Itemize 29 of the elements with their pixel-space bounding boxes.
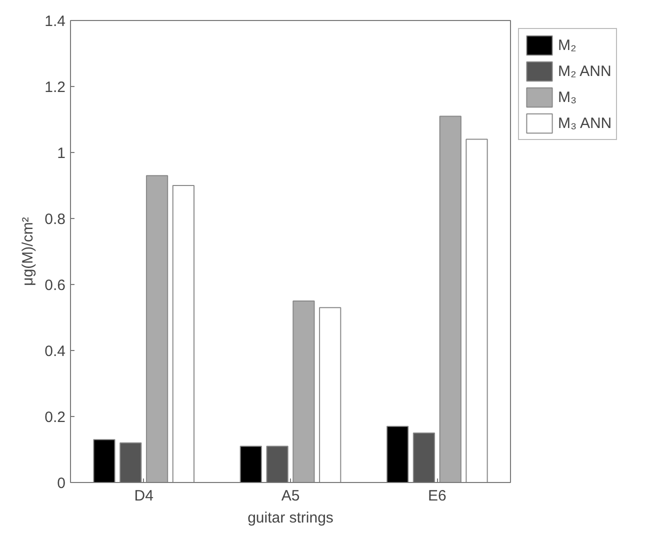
legend-label: M₃ bbox=[558, 88, 578, 106]
y-tick-label: 0.6 bbox=[44, 277, 66, 294]
x-axis-title: guitar strings bbox=[248, 510, 334, 526]
bar bbox=[172, 185, 194, 482]
bar bbox=[93, 439, 116, 482]
x-tick-label: E6 bbox=[428, 488, 446, 504]
y-tick-label: 0 bbox=[57, 475, 66, 492]
bar bbox=[146, 175, 168, 482]
bar bbox=[240, 446, 262, 482]
legend-label: M₂ bbox=[558, 36, 578, 54]
bar bbox=[292, 300, 315, 482]
legend-label: M₂ ANN bbox=[558, 62, 612, 80]
y-tick-label: 1.2 bbox=[44, 79, 66, 96]
y-tick-label: 1.4 bbox=[44, 13, 66, 30]
bar bbox=[266, 446, 288, 482]
bar bbox=[386, 426, 409, 482]
bar bbox=[412, 432, 436, 482]
y-axis-title: μg(M)/cm² bbox=[20, 217, 37, 286]
bar bbox=[439, 116, 462, 482]
y-tick-label: 0.4 bbox=[44, 343, 66, 360]
y-tick-label: 0.8 bbox=[44, 211, 66, 228]
x-tick-label: A5 bbox=[281, 488, 300, 504]
legend-label: M₃ ANN bbox=[558, 114, 612, 132]
x-tick-label: D4 bbox=[134, 488, 154, 504]
y-tick-label: 1 bbox=[57, 145, 66, 162]
y-tick-label: 0.2 bbox=[44, 409, 66, 426]
bar bbox=[120, 442, 142, 482]
bar bbox=[319, 307, 342, 482]
bar bbox=[466, 138, 488, 482]
